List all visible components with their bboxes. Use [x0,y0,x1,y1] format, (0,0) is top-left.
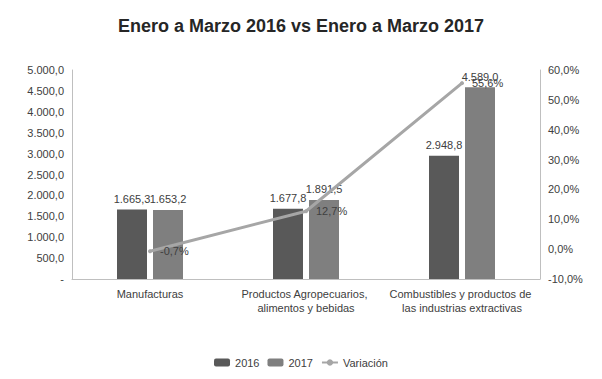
svg-text:Enero a Marzo 2016 vs Enero a: Enero a Marzo 2016 vs Enero a Marzo 2017 [118,16,484,36]
svg-text:2.948,8: 2.948,8 [426,139,463,151]
svg-text:1.665,3: 1.665,3 [114,193,151,205]
svg-text:4.000,0: 4.000,0 [27,106,64,118]
svg-text:alimentos y bebidas: alimentos y bebidas [257,302,355,314]
svg-text:Variación: Variación [343,357,388,369]
svg-text:1.653,2: 1.653,2 [150,193,187,205]
svg-text:1.677,8: 1.677,8 [270,192,307,204]
svg-text:1.000,0: 1.000,0 [27,231,64,243]
svg-text:2.500,0: 2.500,0 [27,169,64,181]
svg-text:55,6%: 55,6% [472,77,503,89]
svg-text:10,0%: 10,0% [548,213,579,225]
svg-text:1.891,5: 1.891,5 [305,183,343,196]
svg-text:50,0%: 50,0% [548,94,579,106]
svg-text:2016: 2016 [235,357,259,369]
svg-text:60,0%: 60,0% [548,64,579,76]
svg-text:3.500,0: 3.500,0 [27,127,64,139]
svg-text:2.000,0: 2.000,0 [27,189,64,201]
svg-text:4.500,0: 4.500,0 [27,85,64,97]
svg-text:Productos Agropecuarios,: Productos Agropecuarios, [241,288,370,300]
svg-text:Combustibles y productos de: Combustibles y productos de [390,288,535,300]
svg-text:-: - [60,273,64,285]
svg-text:-10,0%: -10,0% [548,273,583,285]
svg-text:3.000,0: 3.000,0 [27,148,64,160]
svg-text:0,0%: 0,0% [548,243,573,255]
svg-text:las industrias extractivas: las industrias extractivas [402,302,522,314]
svg-text:40,0%: 40,0% [548,124,579,136]
svg-text:5.000,0: 5.000,0 [27,64,64,76]
svg-text:30,0%: 30,0% [548,154,579,166]
svg-text:Manufacturas: Manufacturas [117,288,184,300]
svg-text:2017: 2017 [288,357,312,369]
svg-text:12,7%: 12,7% [316,205,347,217]
svg-text:20,0%: 20,0% [548,183,579,195]
svg-text:1.500,0: 1.500,0 [27,210,64,222]
svg-text:-0,7%: -0,7% [160,245,189,257]
svg-text:500,0: 500,0 [36,252,64,264]
